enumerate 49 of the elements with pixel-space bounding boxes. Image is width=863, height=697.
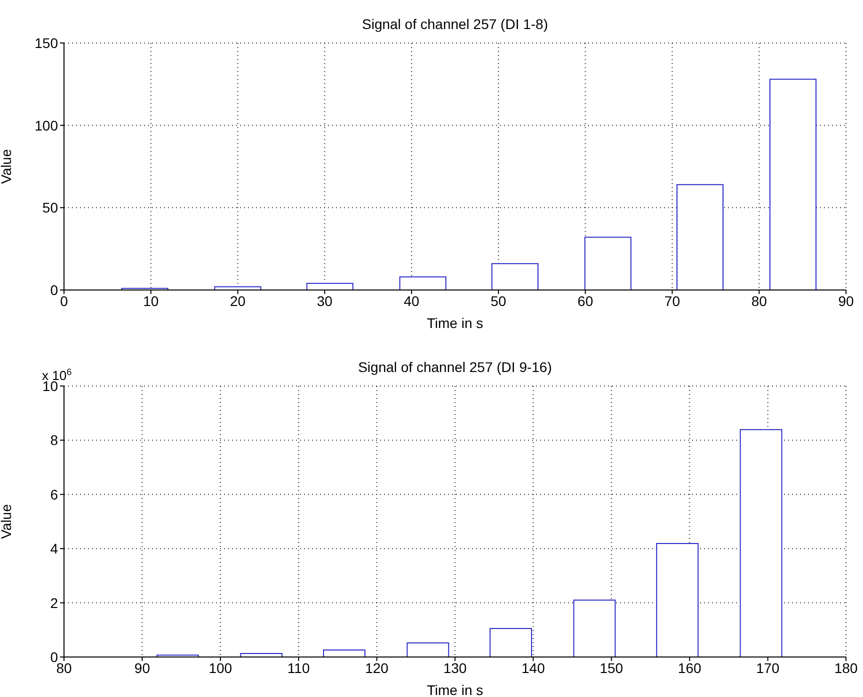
x-tick-label: 40	[404, 292, 420, 309]
bar	[769, 78, 816, 290]
x-tick-label: 170	[756, 660, 780, 676]
x-tick-label: 30	[316, 292, 333, 309]
y-tick-label: 2	[50, 594, 58, 611]
chart-title: Signal of channel 257 (DI 9-16)	[358, 359, 552, 375]
bar	[584, 236, 632, 290]
x-tick-label: 10	[143, 292, 159, 309]
bar	[491, 263, 538, 290]
bar	[573, 600, 616, 657]
x-tick-label: 120	[365, 660, 389, 676]
x-tick-label: 100	[208, 660, 232, 676]
x-tick-label: 110	[287, 660, 310, 676]
x-tick-label: 140	[522, 660, 546, 676]
y-axis-title: Value	[0, 504, 14, 539]
y-tick-label: 100	[34, 117, 58, 134]
bar	[406, 642, 450, 657]
x-tick-label: 90	[838, 292, 854, 309]
bar	[490, 628, 532, 657]
y-tick-label: 50	[42, 200, 58, 216]
x-tick-label: 70	[664, 292, 680, 309]
x-tick-label: 50	[490, 292, 506, 309]
y-axis-title: Value	[0, 148, 14, 184]
x-tick-label: 20	[230, 292, 246, 309]
y-tick-label: 8	[50, 432, 58, 448]
x-tick-label: 130	[443, 660, 467, 676]
y-tick-label: 4	[50, 540, 58, 557]
x-tick-label: 180	[834, 660, 858, 676]
y-tick-label: 0	[50, 282, 58, 298]
x-tick-label: 60	[578, 292, 594, 309]
y-tick-label: 0	[50, 648, 58, 665]
bar	[323, 649, 366, 657]
x-axis-title: Time in s	[426, 682, 484, 697]
chart-title: Signal of channel 257 (DI 1-8)	[362, 16, 548, 32]
x-tick-label: 0	[60, 292, 68, 309]
x-tick-label: 80	[751, 292, 768, 309]
bar	[656, 542, 699, 657]
bar	[214, 286, 262, 290]
x-tick-label: 90	[134, 660, 150, 676]
bar	[676, 184, 724, 290]
x-axis-title: Time in s	[426, 315, 484, 331]
bar	[399, 276, 446, 290]
x-tick-label: 80	[56, 660, 72, 676]
bar	[740, 429, 782, 657]
y-tick-label: 150	[34, 34, 58, 51]
x-tick-label: 160	[678, 660, 702, 676]
bar	[306, 282, 354, 290]
y-tick-label: 6	[50, 486, 58, 502]
x-tick-label: 150	[600, 660, 624, 676]
